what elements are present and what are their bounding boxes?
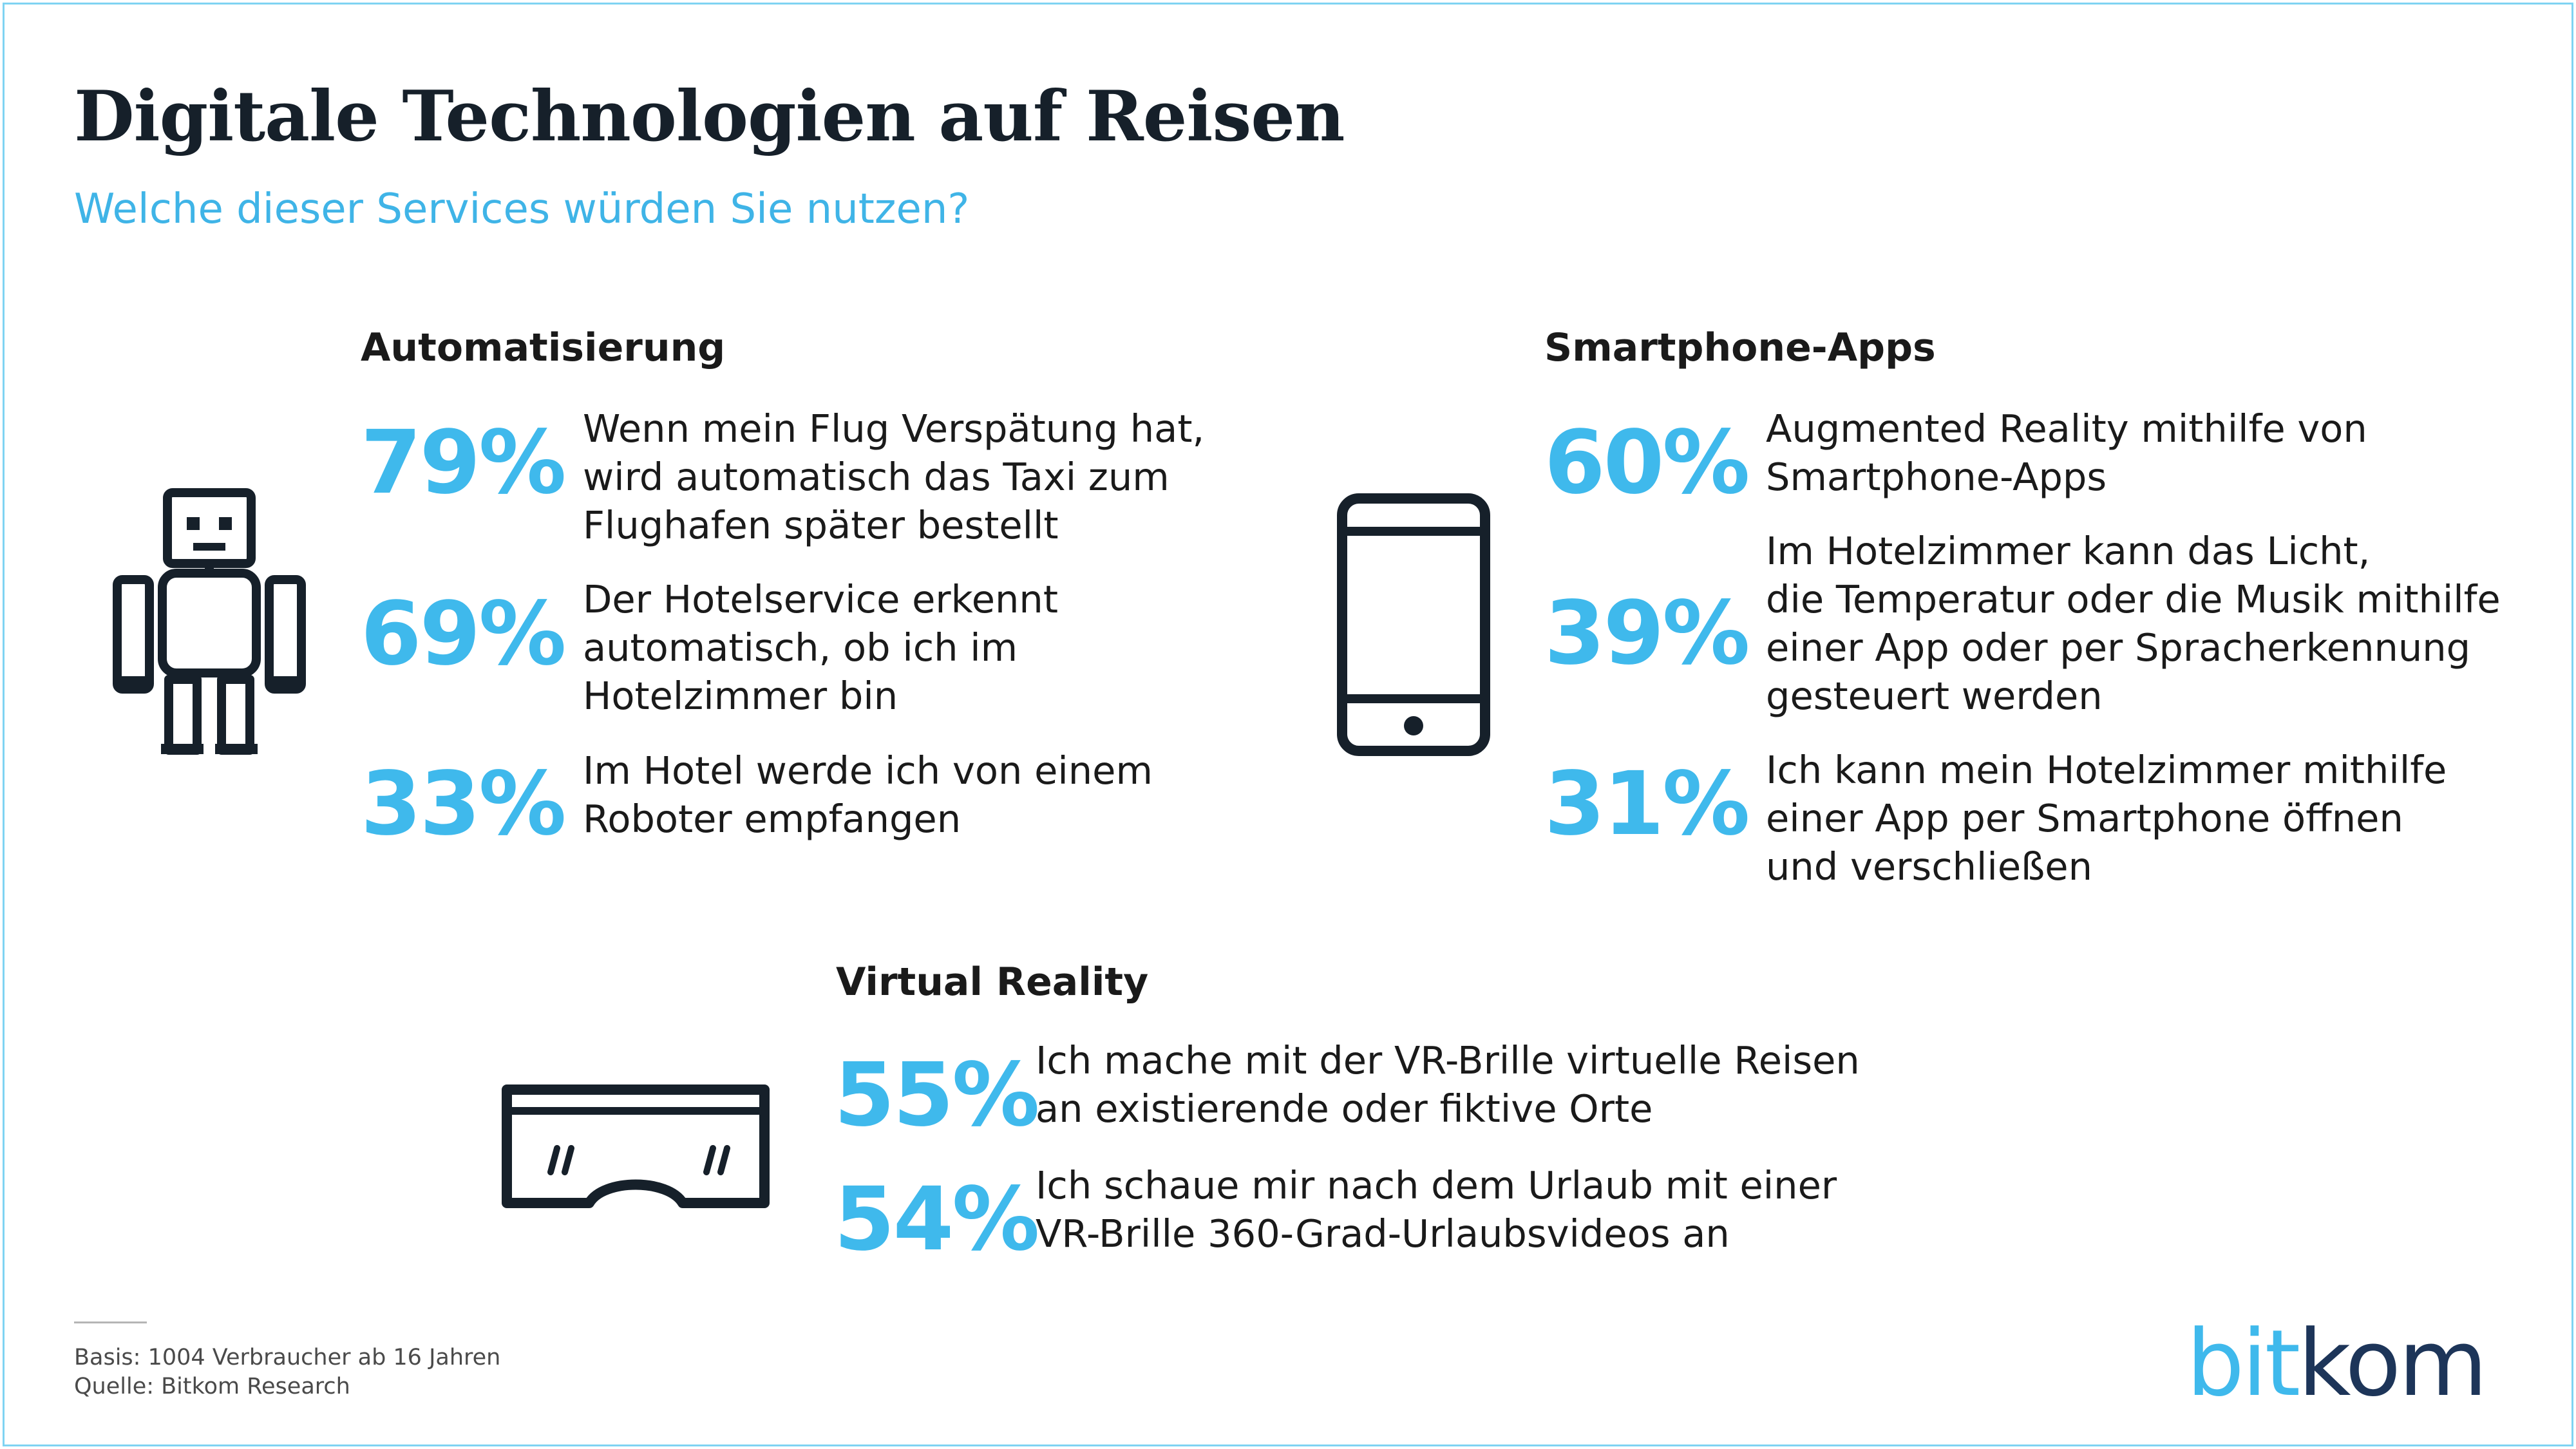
section-heading-virtual-reality: Virtual Reality <box>836 960 1149 1005</box>
percent-value: 60% <box>1544 412 1750 514</box>
page-title: Digitale Technologien auf Reisen <box>74 76 1345 157</box>
section-heading-automatisierung: Automatisierung <box>361 325 726 370</box>
section-heading-smartphone-apps: Smartphone-Apps <box>1544 325 1936 370</box>
item-description: Ich mache mit der VR-Brille virtuelle Re… <box>1036 1038 1860 1131</box>
percent-value: 69% <box>361 583 567 685</box>
vr-glasses-icon <box>502 1084 770 1208</box>
item-description: Ich kann mein Hotelzimmer mithilfe einer… <box>1766 748 2447 889</box>
smartphone-icon <box>1337 493 1490 756</box>
percent-value: 79% <box>361 412 567 514</box>
item-description: Im Hotel werde ich von einem Roboter emp… <box>583 748 1153 841</box>
logo-part-bit: bit <box>2186 1311 2300 1417</box>
percent-value: 39% <box>1544 583 1750 685</box>
item-description: Ich schaue mir nach dem Urlaub mit einer… <box>1036 1163 1837 1256</box>
robot-icon <box>113 488 306 755</box>
item-description: Wenn mein Flug Verspätung hat, wird auto… <box>583 406 1205 547</box>
footer-divider <box>74 1321 147 1323</box>
logo-part-kom: kom <box>2298 1311 2487 1417</box>
page-frame <box>3 3 2573 1446</box>
bitkom-logo: bitkom <box>2186 1311 2488 1417</box>
footnote-basis: Basis: 1004 Verbraucher ab 16 Jahren <box>74 1345 501 1370</box>
percent-value: 54% <box>834 1169 1040 1271</box>
percent-value: 31% <box>1544 753 1750 855</box>
page-subtitle: Welche dieser Services würden Sie nutzen… <box>74 185 970 233</box>
item-description: Der Hotelservice erkennt automatisch, ob… <box>583 577 1058 718</box>
item-description: Augmented Reality mithilfe von Smartphon… <box>1766 406 2367 499</box>
percent-value: 33% <box>361 753 567 855</box>
item-description: Im Hotelzimmer kann das Licht, die Tempe… <box>1766 529 2501 718</box>
footnote-source: Quelle: Bitkom Research <box>74 1374 350 1399</box>
percent-value: 55% <box>834 1045 1040 1146</box>
